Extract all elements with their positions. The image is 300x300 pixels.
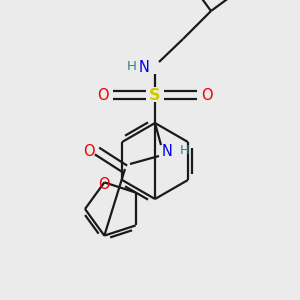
Text: O: O	[98, 177, 110, 192]
Text: O: O	[83, 143, 95, 158]
Text: O: O	[201, 88, 213, 103]
Text: H: H	[180, 145, 190, 158]
Text: O: O	[97, 88, 109, 103]
Text: S: S	[149, 88, 161, 103]
Text: N: N	[162, 143, 172, 158]
Text: N: N	[138, 59, 149, 74]
Text: H: H	[127, 61, 137, 74]
